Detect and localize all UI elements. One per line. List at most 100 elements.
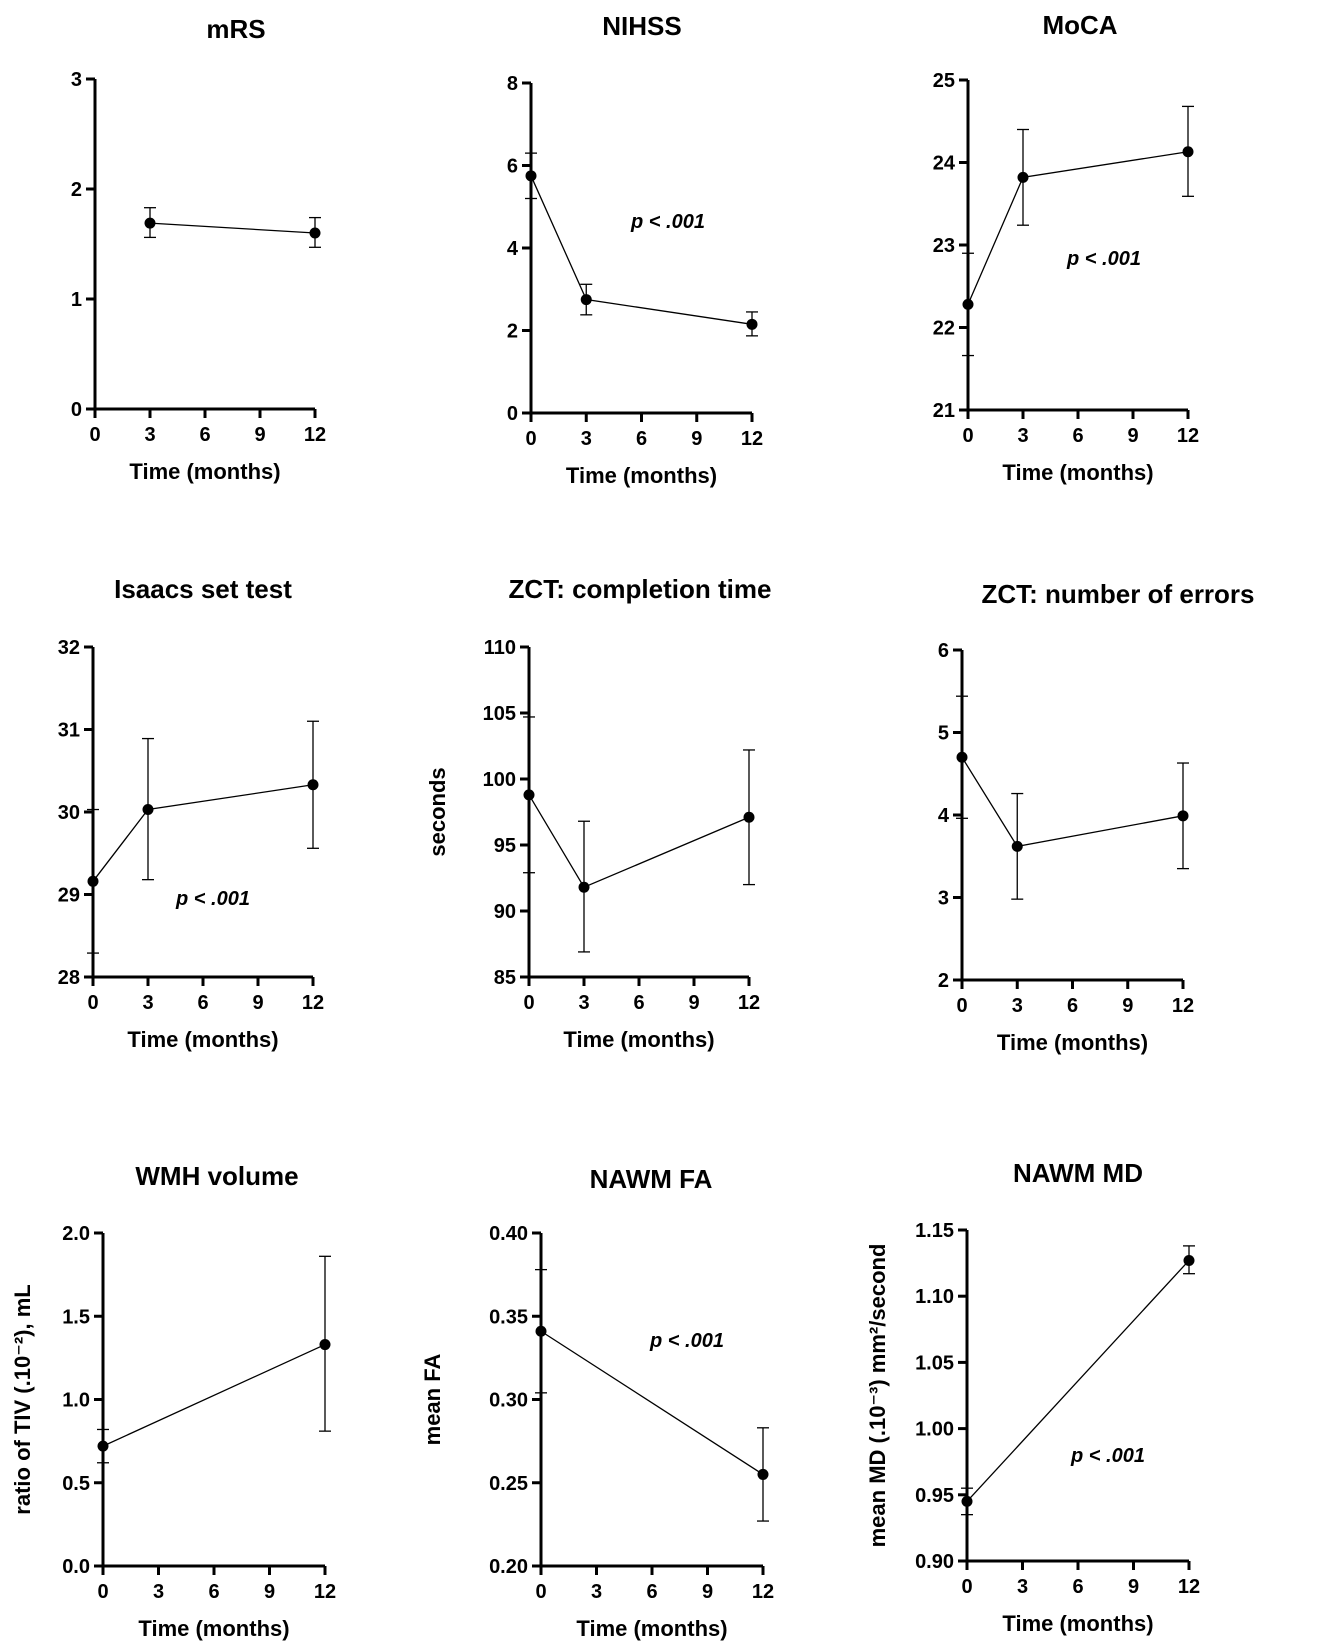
x-tick-label: 9 [254, 424, 265, 446]
y-tick-label: 2 [507, 321, 518, 343]
y-tick-label: 0.35 [489, 1306, 528, 1328]
data-point [142, 804, 154, 816]
y-tick-label: 23 [933, 235, 955, 257]
x-tick-label: 3 [144, 424, 155, 446]
data-point [757, 1468, 769, 1480]
y-tick-label: 95 [494, 835, 516, 857]
y-tick-label: 21 [933, 400, 955, 422]
y-tick-label: 0.40 [489, 1223, 528, 1245]
x-tick-label: 12 [738, 992, 760, 1014]
x-axis-label: Time (months) [129, 459, 280, 484]
y-tick-label: 0.30 [489, 1390, 528, 1412]
chart-title: mRS [206, 14, 265, 44]
y-tick-label: 0.90 [915, 1551, 954, 1573]
y-tick-label: 85 [494, 967, 516, 989]
x-tick-label: 6 [646, 1581, 657, 1603]
chart-panel-7: WMH volume 0.0 0.5 1.0 1.5 2.0 0 3 6 9 12 Time (mon… [10, 1161, 336, 1641]
x-tick-label: 3 [578, 992, 589, 1014]
x-tick-label: 9 [1127, 425, 1138, 447]
data-point [1183, 1254, 1195, 1266]
data-point [578, 881, 590, 893]
x-tick-label: 3 [142, 992, 153, 1014]
x-tick-label: 0 [97, 1581, 108, 1603]
chart-panel-5: ZCT: completion time 85 90 95 100 105 110 0 3 6 9 1… [425, 574, 771, 1052]
x-tick-label: 0 [525, 428, 536, 450]
y-tick-label: 24 [933, 153, 956, 175]
chart-title: NAWM FA [590, 1164, 713, 1194]
x-axis-label: Time (months) [1002, 1611, 1153, 1636]
y-tick-label: 1.5 [62, 1306, 90, 1328]
data-point [580, 294, 592, 306]
data-point [746, 318, 758, 330]
x-tick-label: 6 [208, 1581, 219, 1603]
series-line [961, 756, 1184, 848]
y-tick-label: 1.00 [915, 1419, 954, 1441]
data-point [1011, 840, 1023, 852]
y-tick-label: 110 [484, 637, 516, 659]
y-tick-label: 1 [71, 289, 82, 311]
chart-title: WMH volume [135, 1161, 298, 1191]
y-tick-label: 0.5 [62, 1473, 90, 1495]
data-point [97, 1440, 109, 1452]
y-tick-label: 32 [58, 637, 80, 659]
y-tick-label: 6 [938, 640, 949, 662]
y-tick-label: 90 [494, 901, 516, 923]
y-axis-label: mean FA [420, 1354, 445, 1446]
y-tick-label: 1.0 [62, 1390, 90, 1412]
data-point [535, 1325, 547, 1337]
x-axis-label: Time (months) [576, 1616, 727, 1641]
x-tick-label: 6 [1067, 995, 1078, 1017]
data-point [1182, 146, 1194, 158]
y-tick-label: 28 [58, 967, 80, 989]
series-line [540, 1330, 764, 1475]
data-point [523, 789, 535, 801]
chart-panel-9: NAWM MD 0.90 0.95 1.00 1.05 1.10 1.15 0 3 6 9 12 Tim… [865, 1158, 1200, 1636]
data-point [962, 298, 974, 310]
y-tick-label: 0 [507, 403, 518, 425]
x-tick-label: 0 [962, 425, 973, 447]
x-tick-label: 9 [688, 992, 699, 1014]
data-point [1177, 810, 1189, 822]
chart-panel-3: MoCA 21 22 23 24 25 0 3 6 9 12 Time (months) p < .00… [933, 10, 1199, 485]
x-tick-label: 9 [691, 428, 702, 450]
data-point [956, 751, 968, 763]
chart-panel-4: Isaacs set test 28 29 30 31 32 0 3 6 9 12 Time (mon… [58, 574, 324, 1052]
chart-title: NIHSS [602, 11, 681, 41]
series-line [92, 784, 314, 882]
y-tick-label: 0.25 [489, 1473, 528, 1495]
y-tick-label: 8 [507, 73, 518, 95]
y-tick-label: 4 [938, 805, 950, 827]
x-tick-label: 9 [1128, 1576, 1139, 1598]
y-tick-label: 4 [507, 238, 519, 260]
x-tick-label: 12 [314, 1581, 336, 1603]
p-value-annotation: p < .001 [649, 1330, 724, 1352]
y-tick-label: 105 [483, 703, 516, 725]
x-tick-label: 12 [1178, 1576, 1200, 1598]
x-axis-label: Time (months) [997, 1030, 1148, 1055]
x-tick-label: 6 [1072, 425, 1083, 447]
chart-title: NAWM MD [1013, 1158, 1143, 1188]
data-point [309, 227, 321, 239]
y-tick-label: 1.15 [915, 1220, 954, 1242]
x-axis-label: Time (months) [127, 1027, 278, 1052]
x-tick-label: 12 [1172, 995, 1194, 1017]
y-tick-label: 2 [938, 970, 949, 992]
y-tick-label: 25 [933, 70, 955, 92]
x-tick-label: 6 [633, 992, 644, 1014]
x-tick-label: 9 [1122, 995, 1133, 1017]
y-tick-label: 1.10 [915, 1286, 954, 1308]
x-tick-label: 0 [87, 992, 98, 1014]
series-line [102, 1343, 326, 1447]
chart-panel-6: ZCT: number of errors 2 3 4 5 6 0 3 6 9 12 Time (mo… [938, 579, 1255, 1055]
y-tick-label: 0.0 [62, 1556, 90, 1578]
x-tick-label: 3 [1017, 425, 1028, 447]
x-tick-label: 6 [199, 424, 210, 446]
x-axis-label: Time (months) [138, 1616, 289, 1641]
x-tick-label: 12 [752, 1581, 774, 1603]
series-line [530, 175, 753, 325]
y-tick-label: 29 [58, 885, 80, 907]
data-point [961, 1495, 973, 1507]
data-point [743, 811, 755, 823]
x-tick-label: 0 [961, 1576, 972, 1598]
p-value-annotation: p < .001 [1066, 248, 1141, 270]
